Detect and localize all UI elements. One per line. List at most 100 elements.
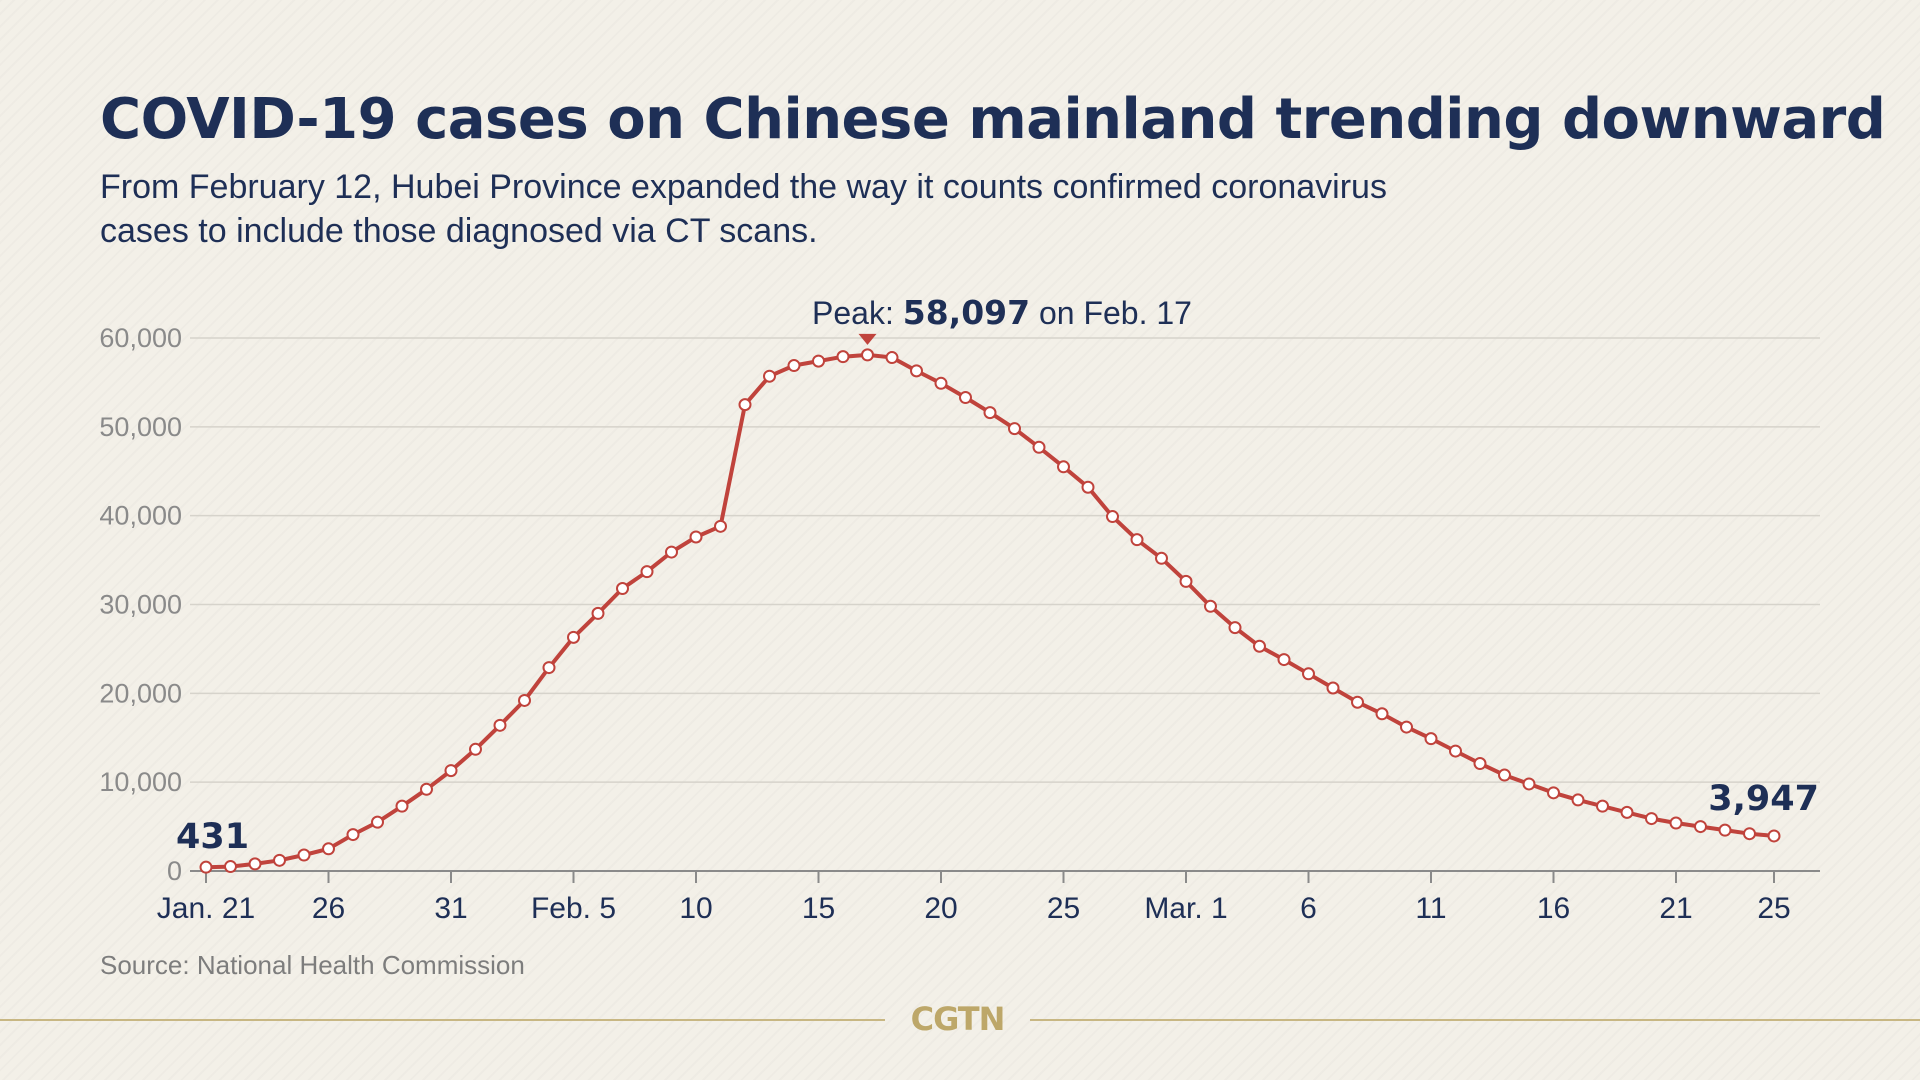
x-tick-label: 25 [1047,892,1080,925]
data-point [224,860,237,874]
data-point [395,799,409,813]
data-point [1057,460,1070,474]
data-point [1645,812,1658,826]
peak-annotation: Peak: 58,097 on Feb. 17 [812,293,1192,345]
data-point [273,853,286,867]
data-point [420,782,433,796]
cgtn-logo: CGTN [910,1000,1006,1038]
data-point [1424,732,1438,746]
data-point [1106,510,1119,524]
footer-divider-right [1030,1019,1920,1021]
data-point [297,848,311,862]
x-tick-label: 25 [1757,892,1790,925]
y-tick-label: 0 [167,856,182,886]
y-tick-label: 50,000 [99,412,182,442]
data-point [1326,681,1340,695]
data-point [199,860,213,874]
data-point [493,718,507,732]
data-point [1204,599,1217,613]
data-point [518,693,531,707]
peak-label: Peak: 58,097 on Feb. 17 [812,293,1192,332]
data-point [346,828,360,842]
series-line [205,352,1775,870]
gridlines [190,337,1820,783]
data-point [1449,744,1462,758]
y-tick-label: 60,000 [99,323,182,353]
data-point [738,398,752,412]
y-axis-tick-labels: 0 10,000 20,000 30,000 40,000 50,000 60,000 [99,323,182,886]
data-point [885,351,899,365]
chart-subtitle: From February 12, Hubei Province expande… [100,168,1387,250]
start-value-label: 431 [176,817,249,857]
footer-divider-left [0,1019,885,1021]
x-axis: Jan. 21 26 31 Feb. 5 10 15 20 25 Mar. 1 6 11 16 21 25 [157,871,1791,925]
data-point [1767,829,1781,843]
line-chart: 0 10,000 20,000 30,000 40,000 50,000 60,000 Ja… [99,293,1820,925]
data-point [1302,667,1315,681]
data-point [714,519,727,533]
x-tick-label: 11 [1415,892,1446,925]
source-note: Source: National Health Commission [100,950,525,980]
data-point [763,369,776,383]
data-point [322,842,335,856]
data-point [640,565,654,579]
y-tick-label: 10,000 [99,767,182,797]
data-point [934,376,948,390]
data-point [836,350,850,364]
peak-label-prefix: Peak: [812,295,903,331]
data-point [1522,777,1536,791]
y-tick-label: 30,000 [99,590,182,620]
data-point [689,530,703,544]
data-point [959,391,972,405]
data-point [542,661,556,675]
x-tick-label: 16 [1537,892,1570,925]
chart-title: COVID-19 cases on Chinese mainland trend… [100,87,1886,152]
data-point [1694,820,1707,834]
data-point [861,348,874,362]
y-tick-label: 40,000 [99,501,182,531]
data-point [1228,621,1242,635]
data-point [910,364,923,378]
x-tick-label: Feb. 5 [531,892,616,925]
x-tick-label: 6 [1300,892,1317,925]
data-point [1375,707,1389,721]
x-tick-label: 26 [312,892,345,925]
data-point [665,545,678,559]
data-point [812,354,825,368]
data-point [1718,823,1732,837]
data-point [787,359,801,373]
data-point [983,406,997,420]
data-point [1179,574,1193,588]
x-tick-label: Mar. 1 [1144,892,1227,925]
data-point [1669,816,1683,830]
data-point [469,742,482,756]
data-point [567,630,580,644]
end-value-label: 3,947 [1708,779,1819,819]
data-point [1743,827,1756,841]
data-point [1351,695,1364,709]
peak-label-suffix: on Feb. 17 [1030,295,1192,331]
peak-value: 58,097 [903,293,1030,332]
x-tick-label: 10 [679,892,712,925]
data-point [1547,786,1560,800]
data-point [371,815,384,829]
data-point [444,764,458,778]
data-point [1277,653,1291,667]
data-points [199,348,1781,874]
data-point [1155,551,1168,565]
data-point [591,606,605,620]
data-point [616,582,629,596]
data-point [248,857,262,871]
x-tick-label: 15 [802,892,835,925]
data-point [1498,768,1511,782]
data-point [1571,793,1585,807]
peak-pointer-icon [858,333,877,345]
data-point [1596,799,1609,813]
x-tick-label: 20 [924,892,957,925]
data-point [1081,480,1095,494]
data-point [1008,422,1021,436]
data-point [1400,720,1413,734]
y-tick-label: 20,000 [99,678,182,708]
data-point [1032,440,1046,454]
data-point [1130,533,1144,547]
